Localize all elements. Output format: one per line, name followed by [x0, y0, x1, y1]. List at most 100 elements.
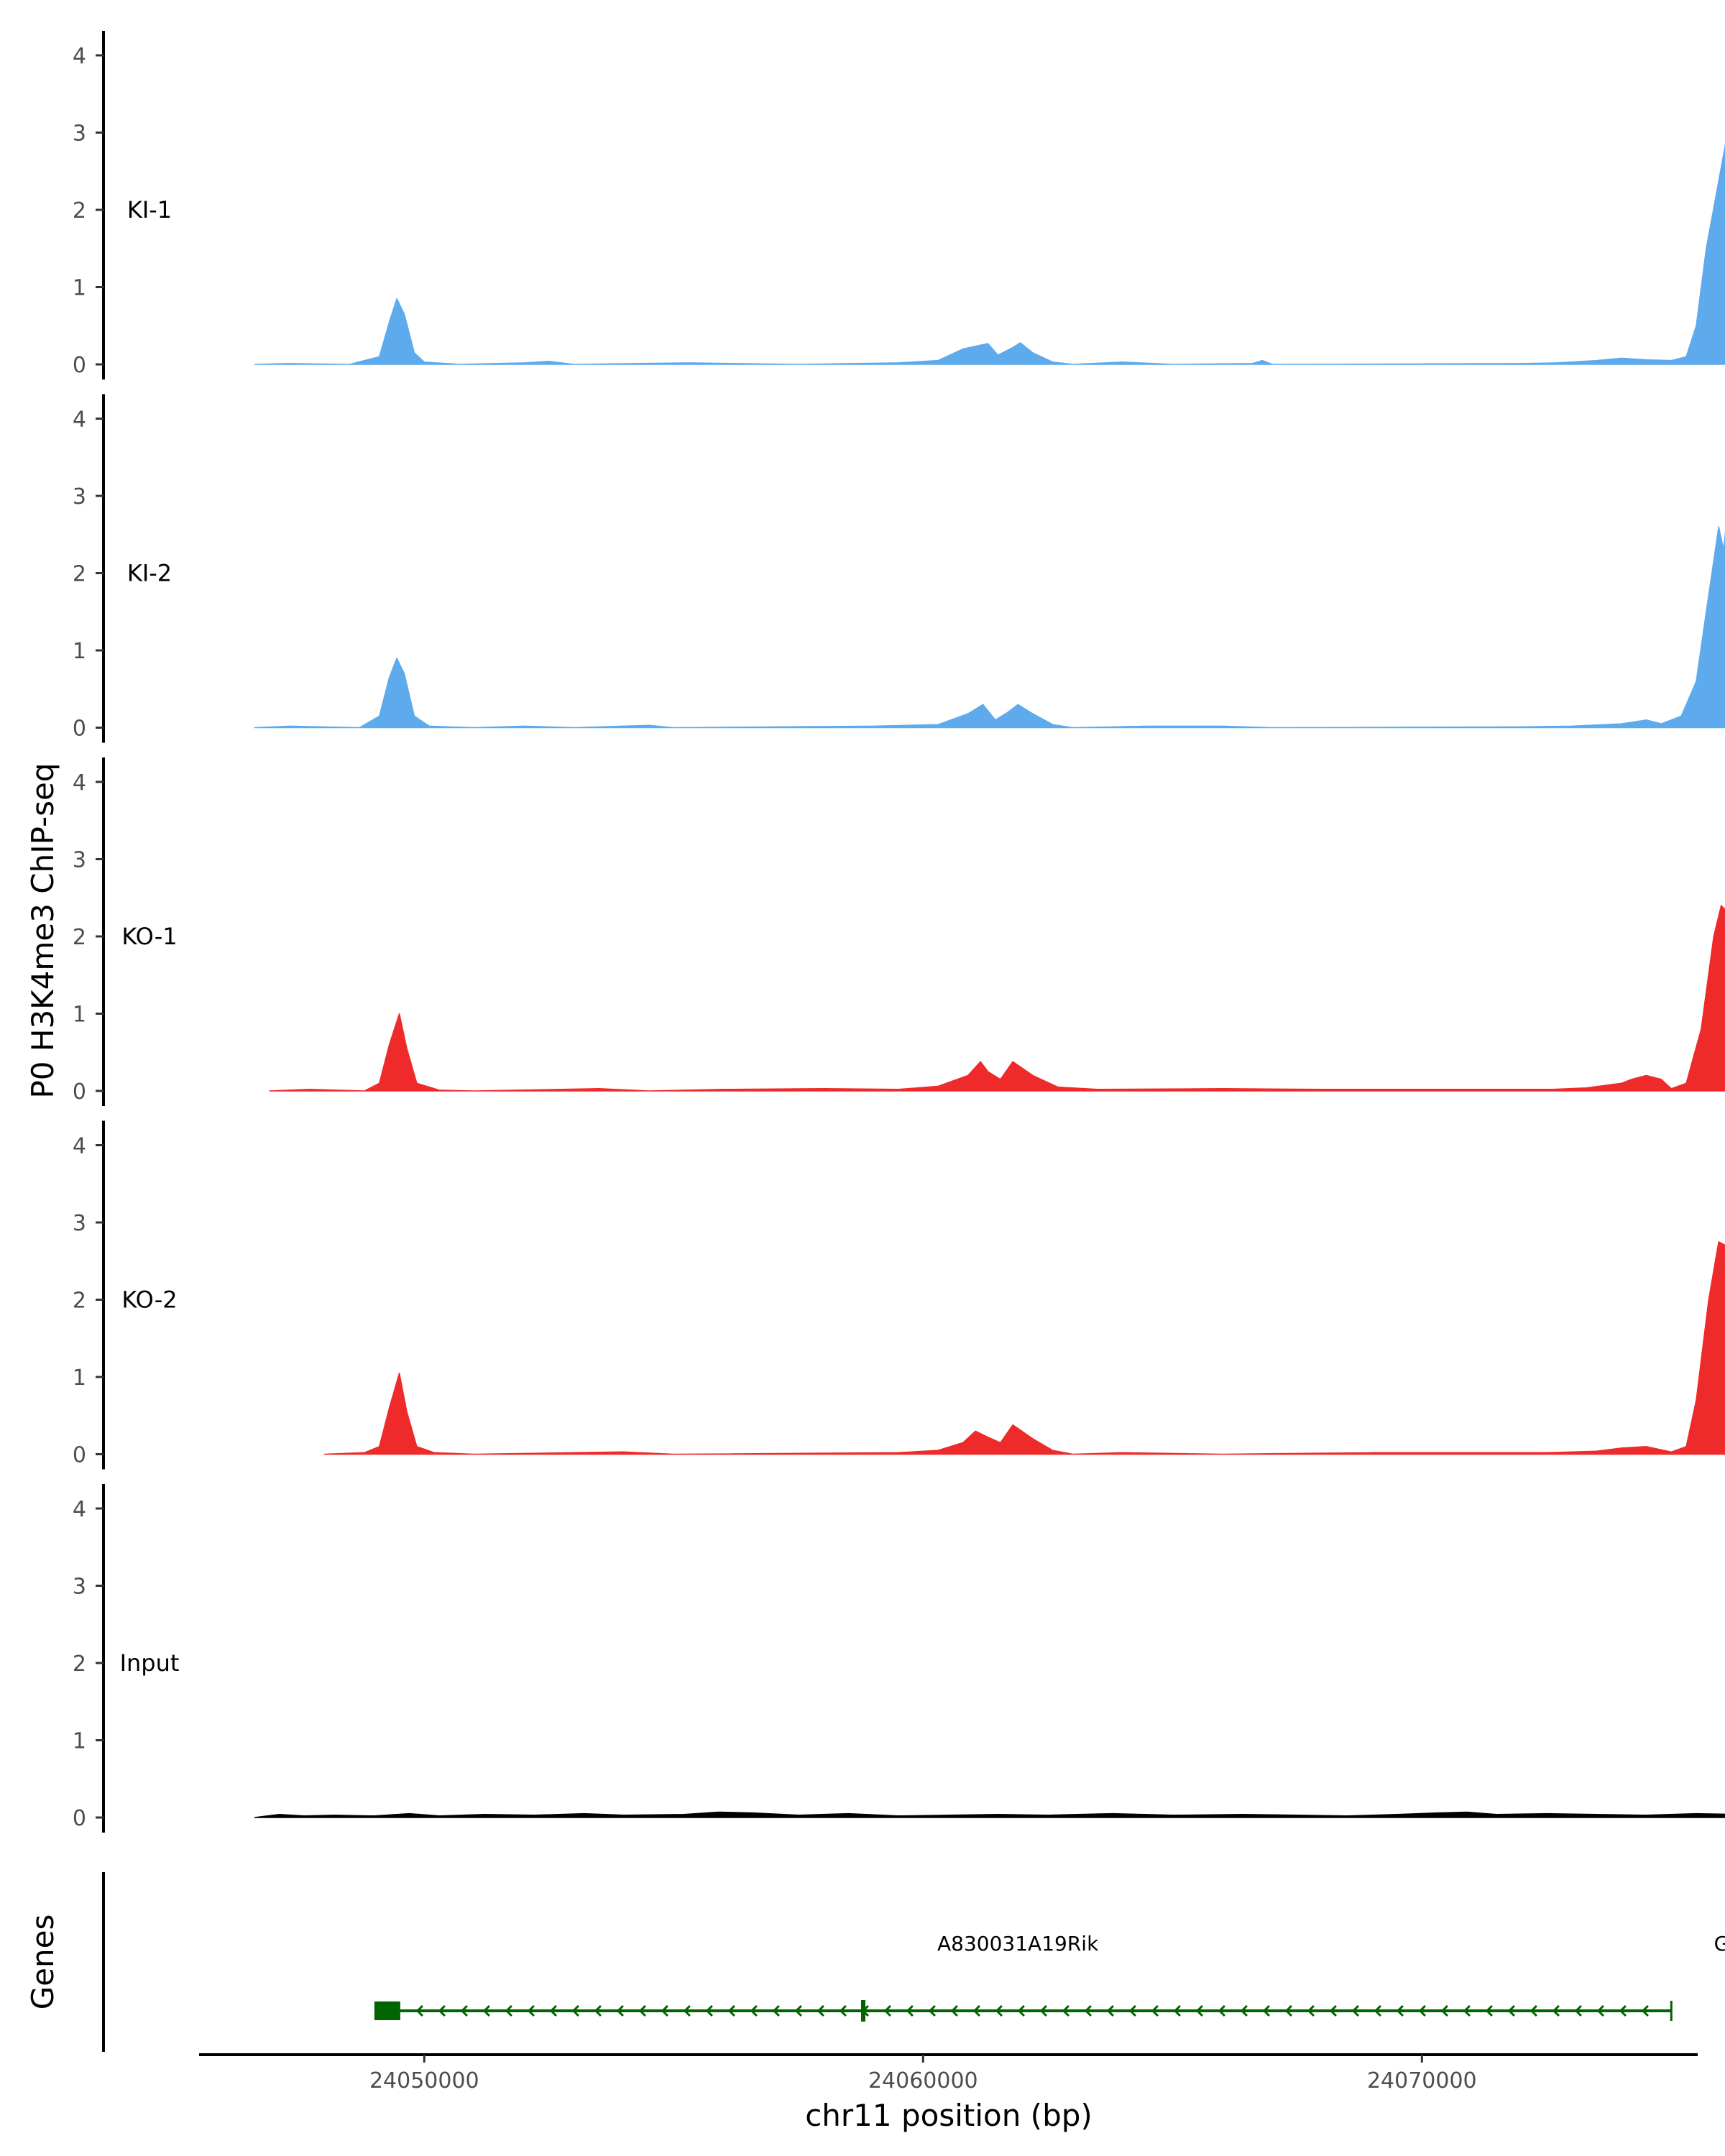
- track-label: Input: [120, 1649, 180, 1677]
- gene-label: Gm12063: [1714, 1932, 1725, 1955]
- y-tick-label: 0: [73, 717, 86, 742]
- strand-arrow: [482, 2004, 490, 2017]
- strand-arrow: [1396, 2004, 1404, 2017]
- y-tick-label: 0: [73, 353, 86, 378]
- track-label: KO-2: [121, 1286, 177, 1314]
- y-tick-label: 0: [73, 1079, 86, 1105]
- y-tick-label: 0: [73, 1806, 86, 1831]
- y-tick-label: 4: [73, 407, 86, 433]
- strand-arrow: [1039, 2004, 1047, 2017]
- strand-arrow: [1084, 2004, 1092, 2017]
- y-tick-label: 3: [73, 121, 86, 147]
- strand-arrow: [1374, 2004, 1381, 2017]
- strand-arrow: [1641, 2004, 1649, 2017]
- strand-arrow: [883, 2004, 891, 2017]
- signal-area: [254, 143, 1725, 365]
- strand-arrow: [1530, 2004, 1537, 2017]
- track-panel-input: 0 1 2 3 4 Input: [73, 1484, 1725, 1833]
- strand-arrow: [1463, 2004, 1471, 2017]
- gene-label: A830031A19Rik: [937, 1932, 1099, 1955]
- track-label: KI-2: [127, 560, 172, 587]
- y-tick-label: 3: [73, 484, 86, 510]
- strand-arrow: [772, 2004, 780, 2017]
- signal-area: [269, 905, 1725, 1092]
- y-tick-label: 4: [73, 1497, 86, 1522]
- strand-arrow: [1418, 2004, 1426, 2017]
- strand-arrow: [1351, 2004, 1359, 2017]
- y-tick-label: 2: [73, 198, 86, 224]
- strand-arrow: [1106, 2004, 1114, 2017]
- gene-exon: [374, 2001, 400, 2020]
- strand-arrow: [1195, 2004, 1203, 2017]
- strand-arrow: [1218, 2004, 1225, 2017]
- x-tick-label: 24060000: [868, 2068, 978, 2093]
- strand-arrow: [616, 2004, 624, 2017]
- strand-arrow: [1440, 2004, 1448, 2017]
- track-panel-ko-1: 0 1 2 3 4 KO-1: [73, 757, 1725, 1106]
- signal-area: [254, 526, 1725, 729]
- gene-gm12063: Gm12063: [1714, 1932, 1725, 1955]
- y-tick-label: 1: [73, 1729, 86, 1754]
- y-axis-title: P0 H3K4me3 ChIP-seq: [25, 763, 60, 1098]
- strand-arrow: [928, 2004, 936, 2017]
- y-tick-label: 2: [73, 562, 86, 587]
- strand-arrow: [816, 2004, 824, 2017]
- strand-arrow: [727, 2004, 735, 2017]
- y-tick-label: 4: [73, 770, 86, 796]
- y-tick-label: 1: [73, 639, 86, 664]
- track-panel-ko-2: 0 1 2 3 4 KO-2: [73, 1120, 1725, 1470]
- y-tick-label: 2: [73, 1651, 86, 1677]
- strand-arrow: [839, 2004, 847, 2017]
- strand-arrow: [1284, 2004, 1292, 2017]
- strand-arrow: [571, 2004, 579, 2017]
- y-tick-label: 2: [73, 1289, 86, 1314]
- strand-arrow: [594, 2004, 602, 2017]
- y-tick-label: 4: [73, 44, 86, 69]
- strand-arrow: [1574, 2004, 1582, 2017]
- strand-arrow: [1329, 2004, 1337, 2017]
- strand-arrow: [1596, 2004, 1604, 2017]
- strand-arrow: [661, 2004, 668, 2017]
- y-tick-label: 4: [73, 1134, 86, 1159]
- strand-arrow: [972, 2004, 980, 2017]
- genes-layer: A830031A19Rik Gm12063: [102, 1872, 1725, 2052]
- strand-arrow: [683, 2004, 691, 2017]
- strand-arrow: [1307, 2004, 1315, 2017]
- strand-arrow: [549, 2004, 557, 2017]
- strand-arrow: [1017, 2004, 1025, 2017]
- signal-area: [254, 1811, 1725, 1818]
- signal-area: [323, 1241, 1725, 1455]
- strand-arrow: [1552, 2004, 1560, 2017]
- strand-arrow: [505, 2004, 512, 2017]
- x-tick-label: 24070000: [1367, 2068, 1477, 2093]
- strand-arrow: [995, 2004, 1003, 2017]
- strand-arrow: [794, 2004, 802, 2017]
- strand-arrow: [1151, 2004, 1159, 2017]
- strand-arrow: [1262, 2004, 1270, 2017]
- strand-arrow: [1240, 2004, 1248, 2017]
- strand-arrow: [861, 2004, 869, 2017]
- strand-arrow: [1485, 2004, 1493, 2017]
- strand-arrow: [906, 2004, 914, 2017]
- y-tick-label: 1: [73, 1003, 86, 1028]
- y-tick-label: 3: [73, 1575, 86, 1600]
- strand-arrow: [1619, 2004, 1627, 2017]
- x-axis-layer: 24050000 24060000 24070000: [199, 2053, 1698, 2093]
- track-label: KI-1: [127, 196, 172, 224]
- genes-axis-title: Genes: [25, 1915, 60, 2010]
- gene-a830031a19rik: A830031A19Rik: [374, 1932, 1673, 2022]
- y-tick-label: 3: [73, 1211, 86, 1236]
- tracks-layer: 0 1 2 3 4 KI-1 0 1 2 3 4 KI-2 0 1 2 3 4 KO-1 0 1 2 3 4 KO-2 0 1 2 3…: [73, 31, 1725, 1833]
- strand-arrow: [705, 2004, 713, 2017]
- y-tick-label: 2: [73, 925, 86, 950]
- strand-arrow: [1173, 2004, 1181, 2017]
- strand-arrow: [438, 2004, 446, 2017]
- strand-arrow: [1062, 2004, 1070, 2017]
- y-tick-label: 3: [73, 848, 86, 873]
- strand-arrow: [415, 2004, 423, 2017]
- y-tick-label: 1: [73, 276, 86, 301]
- strand-arrow: [527, 2004, 535, 2017]
- strand-arrow: [750, 2004, 758, 2017]
- strand-arrow: [1507, 2004, 1515, 2017]
